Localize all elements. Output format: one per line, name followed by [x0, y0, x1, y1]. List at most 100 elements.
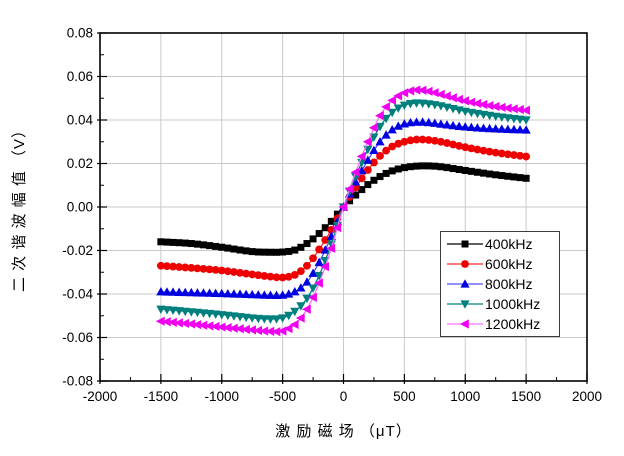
triangle-left-marker [362, 137, 372, 147]
triangle-down-marker [253, 314, 263, 324]
circle-marker [400, 137, 409, 146]
series-800khz [156, 117, 531, 300]
triangle-left-marker [198, 320, 208, 330]
square-marker [370, 176, 378, 184]
square-marker [492, 171, 500, 179]
triangle-left-marker [515, 104, 524, 115]
circle-marker [205, 265, 214, 274]
triangle-left-marker [155, 316, 165, 326]
triangle-down-marker [278, 314, 288, 323]
triangle-left-marker [314, 278, 323, 288]
triangle-down-marker [259, 315, 269, 324]
triangle-left-marker [472, 98, 482, 108]
triangle-left-marker [216, 322, 226, 332]
triangle-up-marker [241, 289, 251, 299]
circle-marker [485, 147, 494, 156]
triangle-up-marker [174, 287, 184, 296]
triangle-left-marker [283, 324, 293, 334]
triangle-up-marker [411, 117, 422, 126]
circle-marker [394, 139, 403, 148]
triangle-down-marker [156, 305, 166, 315]
triangle-down-marker [521, 116, 531, 125]
triangle-down-marker [211, 310, 221, 319]
triangle-up-marker [308, 268, 318, 277]
square-marker [291, 246, 299, 254]
triangle-left-marker [381, 102, 390, 112]
triangle-left-marker [228, 323, 238, 333]
circle-marker [418, 135, 427, 144]
square-marker [400, 164, 408, 172]
square-marker [437, 163, 445, 171]
square-marker [467, 167, 475, 175]
triangle-left-marker [174, 318, 183, 328]
square-marker [516, 174, 524, 182]
circle-marker [272, 273, 281, 282]
triangle-up-marker [314, 257, 324, 267]
circle-marker [230, 268, 238, 276]
circle-marker [248, 270, 257, 279]
triangle-up-marker [485, 123, 495, 133]
circle-marker [193, 264, 202, 273]
triangle-down-marker [308, 284, 318, 293]
triangle-up-marker [491, 124, 501, 133]
triangle-up-marker [302, 277, 312, 286]
triangle-left-marker [204, 321, 214, 331]
square-marker [224, 244, 232, 252]
y-tick-label: 0.00 [67, 200, 93, 215]
triangle-left-marker [441, 91, 451, 101]
square-marker [522, 174, 530, 182]
triangle-left-marker [411, 85, 421, 95]
triangle-left-marker [375, 111, 384, 121]
triangle-left-marker [399, 88, 409, 98]
triangle-up-marker [436, 119, 446, 128]
x-tick-label: 2000 [572, 389, 602, 404]
square-marker [394, 165, 402, 173]
square-marker [193, 240, 201, 248]
triangle-up-marker [363, 155, 373, 164]
circle-marker [175, 263, 184, 271]
circle-marker [357, 174, 366, 183]
circle-marker [303, 261, 311, 270]
triangle-down-marker [393, 104, 403, 113]
triangle-up-marker [296, 283, 306, 292]
triangle-up-marker [442, 120, 452, 129]
triangle-left-marker [423, 86, 433, 96]
triangle-down-marker [369, 133, 379, 142]
square-marker [358, 186, 366, 194]
triangle-left-marker [271, 327, 281, 337]
series-400khz [157, 162, 530, 256]
triangle-down-marker [265, 315, 276, 324]
triangle-left-marker [308, 292, 317, 302]
circle-marker [260, 272, 269, 280]
circle-marker [370, 158, 378, 167]
circle-marker [309, 254, 317, 263]
square-marker [431, 162, 439, 170]
triangle-up-marker [229, 289, 239, 298]
triangle-up-marker [424, 117, 434, 127]
y-axis-title: 二 次 谐 波 幅 值 （V） [11, 122, 28, 293]
triangle-up-marker [466, 122, 476, 132]
triangle-down-marker [460, 300, 470, 309]
circle-marker [187, 264, 196, 272]
square-marker [480, 169, 488, 177]
square-marker [254, 248, 262, 256]
triangle-up-marker [186, 287, 196, 297]
triangle-up-marker [515, 125, 525, 134]
triangle-up-marker [198, 288, 209, 297]
triangle-up-marker [387, 124, 397, 134]
circle-marker [455, 141, 464, 150]
square-marker [315, 230, 323, 238]
circle-marker [199, 264, 208, 273]
triangle-left-marker [435, 89, 445, 99]
legend-item-400khz: 400kHz [445, 235, 559, 254]
legend-label: 1200kHz [485, 315, 541, 332]
square-marker [333, 210, 341, 218]
legend-marker-sample [447, 240, 483, 248]
circle-marker [510, 151, 518, 159]
triangle-down-marker [192, 308, 202, 318]
triangle-up-marker [211, 288, 221, 297]
circle-marker [443, 139, 451, 147]
triangle-up-marker [204, 288, 215, 297]
circle-marker [181, 263, 190, 272]
